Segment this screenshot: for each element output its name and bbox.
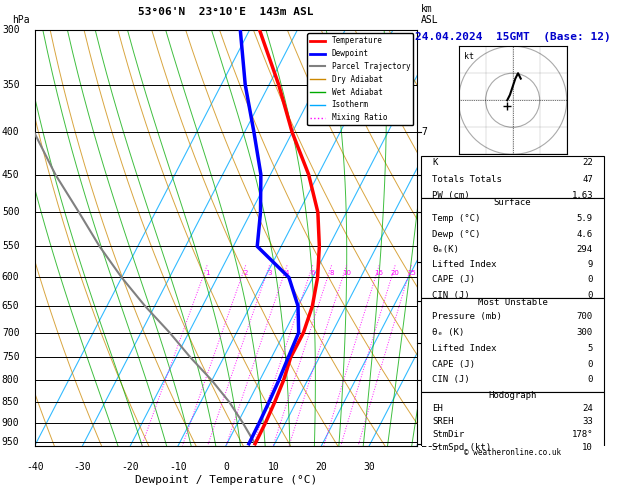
Text: 1: 1: [205, 270, 209, 276]
Text: -10: -10: [169, 462, 187, 472]
Text: 30: 30: [364, 462, 375, 472]
Text: 600: 600: [2, 273, 19, 282]
Text: 500: 500: [2, 207, 19, 217]
Text: 24.04.2024  15GMT  (Base: 12): 24.04.2024 15GMT (Base: 12): [415, 32, 611, 42]
Text: 178°: 178°: [571, 430, 593, 439]
Text: 20: 20: [316, 462, 327, 472]
Text: 700: 700: [577, 312, 593, 321]
Text: -30: -30: [74, 462, 91, 472]
Text: hPa: hPa: [12, 16, 30, 25]
Text: Mixing Ratio (g/kg): Mixing Ratio (g/kg): [448, 182, 458, 294]
Text: 24: 24: [582, 404, 593, 413]
Text: 9: 9: [587, 260, 593, 269]
Text: 0: 0: [223, 462, 229, 472]
Text: θₑ(K): θₑ(K): [432, 245, 459, 254]
Text: 300: 300: [2, 24, 19, 35]
Text: 7: 7: [421, 127, 426, 138]
Text: 5: 5: [587, 344, 593, 353]
Text: CAPE (J): CAPE (J): [432, 360, 476, 368]
Text: 0: 0: [587, 375, 593, 384]
Text: LCL: LCL: [421, 439, 438, 449]
Text: Hodograph: Hodograph: [489, 391, 537, 400]
Text: 0: 0: [587, 291, 593, 300]
Text: 53°06'N  23°10'E  143m ASL: 53°06'N 23°10'E 143m ASL: [138, 7, 314, 17]
Text: 950: 950: [2, 437, 19, 447]
Text: Dewp (°C): Dewp (°C): [432, 229, 481, 239]
Text: 1.63: 1.63: [571, 191, 593, 200]
Text: Pressure (mb): Pressure (mb): [432, 312, 502, 321]
Text: CIN (J): CIN (J): [432, 375, 470, 384]
Text: 16: 16: [375, 270, 384, 276]
Text: 2: 2: [421, 338, 426, 347]
Text: 5.9: 5.9: [577, 214, 593, 224]
Text: 6: 6: [311, 270, 315, 276]
Text: 294: 294: [577, 245, 593, 254]
Text: © weatheronline.co.uk: © weatheronline.co.uk: [464, 448, 561, 457]
FancyBboxPatch shape: [421, 156, 604, 198]
Text: 3: 3: [421, 295, 426, 306]
Text: 3: 3: [267, 270, 272, 276]
Text: 25: 25: [407, 270, 416, 276]
Legend: Temperature, Dewpoint, Parcel Trajectory, Dry Adiabat, Wet Adiabat, Isotherm, Mi: Temperature, Dewpoint, Parcel Trajectory…: [307, 34, 413, 125]
Text: 850: 850: [2, 397, 19, 407]
Text: 1: 1: [421, 375, 426, 385]
Text: -40: -40: [26, 462, 43, 472]
Text: 10: 10: [342, 270, 351, 276]
Text: 33: 33: [582, 417, 593, 426]
Text: 6: 6: [421, 170, 426, 179]
Text: StmSpd (kt): StmSpd (kt): [432, 443, 491, 452]
FancyBboxPatch shape: [421, 198, 604, 298]
Text: 700: 700: [2, 328, 19, 338]
Text: 4: 4: [421, 257, 426, 267]
Text: 10: 10: [582, 443, 593, 452]
Text: PW (cm): PW (cm): [432, 191, 470, 200]
Text: K: K: [432, 158, 438, 167]
Text: 750: 750: [2, 352, 19, 363]
FancyBboxPatch shape: [421, 298, 604, 392]
Text: 20: 20: [391, 270, 399, 276]
Text: StmDir: StmDir: [432, 430, 465, 439]
Text: SREH: SREH: [432, 417, 454, 426]
Text: θₑ (K): θₑ (K): [432, 328, 465, 337]
Text: Lifted Index: Lifted Index: [432, 344, 497, 353]
FancyBboxPatch shape: [421, 392, 604, 448]
Text: 450: 450: [2, 170, 19, 179]
Text: 400: 400: [2, 127, 19, 138]
Text: 900: 900: [2, 417, 19, 428]
Text: Surface: Surface: [494, 198, 532, 207]
Text: 10: 10: [268, 462, 279, 472]
Text: Lifted Index: Lifted Index: [432, 260, 497, 269]
Text: Most Unstable: Most Unstable: [477, 297, 548, 307]
Text: 47: 47: [582, 175, 593, 184]
Text: km
ASL: km ASL: [421, 4, 438, 25]
Text: 650: 650: [2, 301, 19, 311]
Text: 22: 22: [582, 158, 593, 167]
Text: Dewpoint / Temperature (°C): Dewpoint / Temperature (°C): [135, 475, 317, 485]
Text: 800: 800: [2, 375, 19, 385]
Text: 0: 0: [587, 360, 593, 368]
Text: Temp (°C): Temp (°C): [432, 214, 481, 224]
Text: CAPE (J): CAPE (J): [432, 276, 476, 284]
Text: 4.6: 4.6: [577, 229, 593, 239]
Text: 300: 300: [577, 328, 593, 337]
Text: Totals Totals: Totals Totals: [432, 175, 502, 184]
Text: 550: 550: [2, 242, 19, 251]
Text: 350: 350: [2, 80, 19, 89]
Text: 8: 8: [329, 270, 334, 276]
Text: 2: 2: [243, 270, 248, 276]
Text: EH: EH: [432, 404, 443, 413]
Text: CIN (J): CIN (J): [432, 291, 470, 300]
Text: 0: 0: [587, 276, 593, 284]
Text: 4: 4: [285, 270, 289, 276]
Text: 5: 5: [421, 207, 426, 217]
Text: -20: -20: [121, 462, 139, 472]
